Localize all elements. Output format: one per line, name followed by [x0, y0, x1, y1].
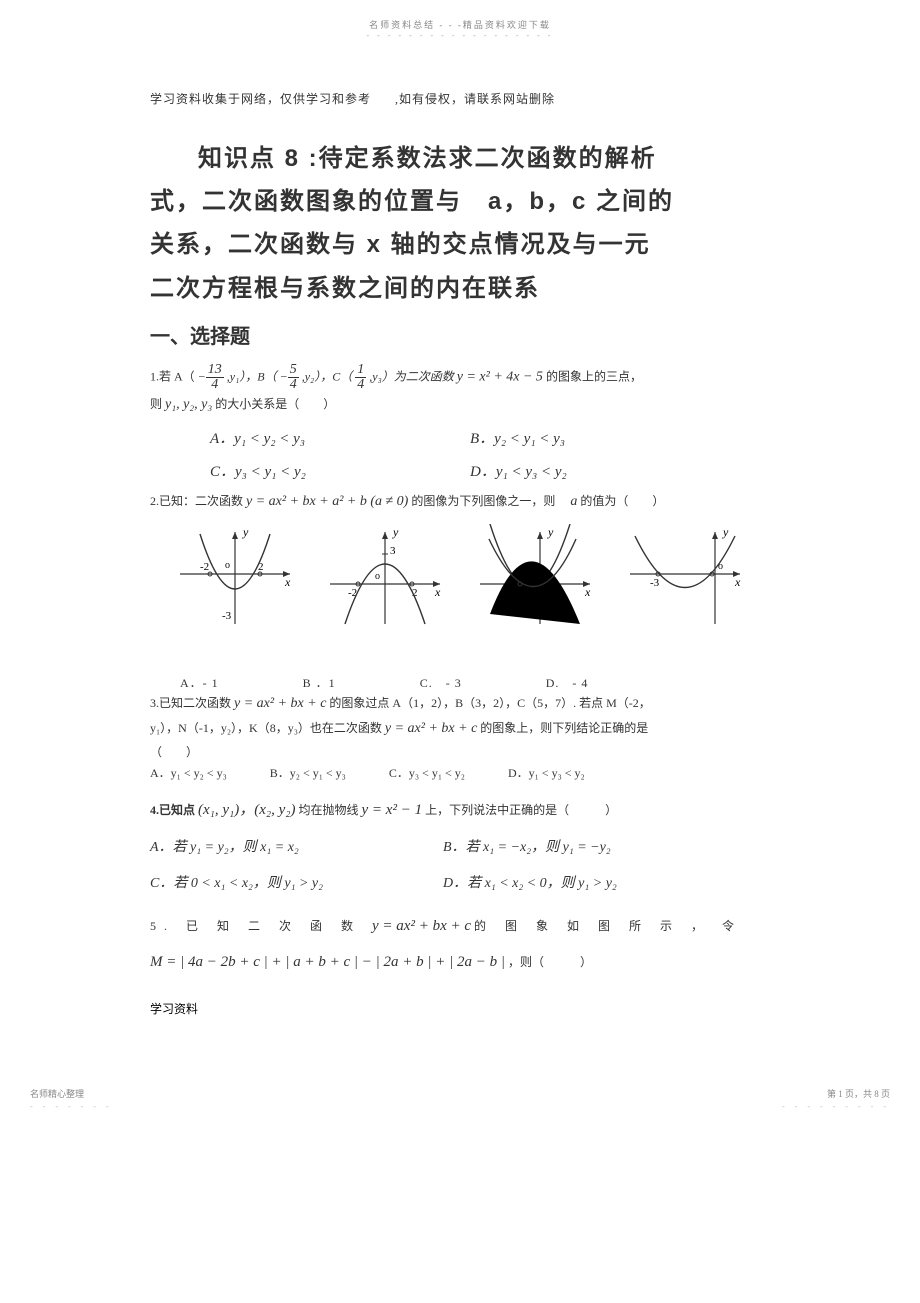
- q1-l2-mid: y₁, y₂, y₃: [165, 397, 212, 412]
- graph-4: y x o -3: [620, 524, 750, 634]
- svg-text:x: x: [584, 585, 591, 599]
- q1-options: A．y₁ < y₂ < y₃ B．y₂ < y₁ < y₃ C．y₃ < y₁ …: [210, 423, 770, 489]
- q4-optB: B．若 x₁ = −x₂，则 y₁ = −y₂: [443, 830, 611, 866]
- q1-l2-post: 的大小关系是（ ）: [215, 397, 335, 411]
- q4-optC: C．若 0 < x₁ < x₂，则 y₁ > y₂: [150, 866, 400, 902]
- graph-1: y x o -2 2 -3: [170, 524, 300, 634]
- svg-text:3: 3: [390, 545, 396, 557]
- q1-fracB-num: 5: [288, 363, 299, 378]
- svg-text:-2: -2: [200, 561, 209, 573]
- question-2: 2.已知：二次函数 y = ax² + bx + a² + b (a ≠ 0) …: [150, 489, 770, 514]
- svg-text:y: y: [242, 525, 249, 539]
- svg-text:y: y: [547, 525, 554, 539]
- bottom-bar: 名师精心整理 第 1 页，共 8 页: [30, 1087, 890, 1100]
- bottom-right-dots: - - - - - - - - -: [782, 1102, 890, 1111]
- q1-fracA-num: 13: [206, 363, 224, 378]
- footer-label: 学习资料: [150, 1000, 770, 1017]
- q1-prefix: 1.若 A（: [150, 369, 195, 383]
- q5-M: M = | 4a − 2b + c | + | a + b + c | − | …: [150, 954, 505, 970]
- q2-optA: A．- 1: [180, 674, 219, 691]
- q4-mid: 均在抛物线: [299, 803, 362, 817]
- svg-text:-3: -3: [650, 577, 660, 589]
- q2-optC: C. - 3: [420, 674, 462, 691]
- bottom-dots: - - - - - - - - - - - - - - - -: [30, 1102, 890, 1111]
- q1-suffix: 的图象上的三点，: [546, 369, 642, 383]
- graph-3: y x o -1: [470, 524, 600, 634]
- q3-m2: 的图象上，则下列结论正确的是: [480, 721, 648, 735]
- svg-text:x: x: [734, 575, 741, 589]
- q2-var: a: [570, 494, 577, 509]
- svg-text:o: o: [375, 571, 380, 582]
- question-4: 4.已知点 (x₁, y₁)，(x₂, y₂) 均在抛物线 y = x² − 1…: [150, 791, 770, 903]
- q2-mid: 的图像为下列图像之一，则: [411, 494, 567, 508]
- q1-optC: C．y₃ < y₁ < y₂: [210, 456, 470, 489]
- q1-fracA-den: 4: [206, 378, 224, 392]
- svg-text:y: y: [392, 525, 399, 539]
- q1-fracC-num: 1: [355, 363, 366, 378]
- q1-pC: ,y₃）为二次函数: [369, 369, 457, 383]
- q3-optC: C．y₃ < y₁ < y₂: [389, 763, 465, 785]
- q4-optD: D．若 x₁ < x₂ < 0，则 y₁ > y₂: [443, 866, 617, 902]
- title-l2: 式，二次函数图象的位置与 a，b，c 之间的: [150, 180, 770, 223]
- q5-mid: 的 图 象 如 图 所 示 ， 令: [474, 919, 742, 933]
- bottom-right: 第 1 页，共 8 页: [827, 1087, 890, 1100]
- svg-text:o: o: [225, 560, 230, 571]
- q3-optD: D．y₁ < y₃ < y₂: [508, 763, 585, 785]
- section-heading: 一、选择题: [150, 320, 770, 349]
- q4-pre: 4.已知点: [150, 803, 198, 817]
- q3-l2: y₁），N（-1，y₂），K（8，y₃）也在二次函数: [150, 721, 385, 735]
- svg-text:x: x: [284, 575, 291, 589]
- q2-options: A．- 1 B ．1 C. - 3 D. - 4: [180, 674, 770, 691]
- q4-func: y = x² − 1: [362, 802, 423, 818]
- q3-paren: （ ）: [150, 745, 198, 759]
- main-title: 知识点 8 :待定系数法求二次函数的解析 式，二次函数图象的位置与 a，b，c …: [150, 137, 770, 310]
- q1-optB: B．y₂ < y₁ < y₃: [470, 423, 730, 456]
- disclaimer-p2: ,如有侵权，请联系网站删除: [395, 92, 555, 106]
- doc-header: 名师资料总结 - - -精品资料欢迎下载: [0, 0, 920, 31]
- q5-func: y = ax² + bx + c: [372, 918, 471, 934]
- doc-header-dots: - - - - - - - - - - - - - - - - - -: [0, 31, 920, 40]
- question-3: 3.已知二次函数 y = ax² + bx + c 的图象过点 A（1，2），B…: [150, 691, 770, 785]
- q1-l2-pre: 则: [150, 397, 165, 411]
- q1-fracC-den: 4: [355, 378, 366, 392]
- q1-pB: ,y₂），C（: [302, 369, 353, 383]
- q4-suf: 上，下列说法中正确的是（ ）: [425, 803, 617, 817]
- q3-m1: 的图象过点 A（1，2），B（3，2），C（5，7）. 若点 M（-2，: [329, 696, 650, 710]
- q4-pts: (x₁, y₁)，(x₂, y₂): [198, 802, 295, 818]
- svg-text:y: y: [722, 525, 729, 539]
- bottom-left: 名师精心整理: [30, 1087, 84, 1100]
- q2-func: y = ax² + bx + a² + b (a ≠ 0): [246, 494, 408, 509]
- q4-optA: A．若 y₁ = y₂，则 x₁ = x₂: [150, 830, 400, 866]
- title-l4: 二次方程根与系数之间的内在联系: [150, 267, 770, 310]
- q2-graphs: y x o -2 2 -3 y x o -2 2 3: [170, 524, 750, 634]
- q1-pA: ,y₁），B（: [227, 369, 277, 383]
- title-l1: 知识点 8 :待定系数法求二次函数的解析: [198, 137, 770, 180]
- q5-suf: ，则（ ）: [508, 955, 592, 969]
- q5-pre: 5. 已 知 二 次 函 数: [150, 919, 372, 933]
- disclaimer: 学习资料收集于网络，仅供学习和参考 ,如有侵权，请联系网站删除: [150, 90, 770, 107]
- main-content: 学习资料收集于网络，仅供学习和参考 ,如有侵权，请联系网站删除 知识点 8 :待…: [150, 90, 770, 980]
- bottom-left-dots: - - - - - - -: [30, 1102, 113, 1111]
- q3-f2: y = ax² + bx + c: [385, 721, 477, 736]
- question-5: 5. 已 知 二 次 函 数 y = ax² + bx + c 的 图 象 如 …: [150, 908, 770, 980]
- q2-optB: B ．1: [303, 674, 336, 691]
- q1-fracB-den: 4: [288, 378, 299, 392]
- q2-pre: 2.已知：二次函数: [150, 494, 246, 508]
- graph-2: y x o -2 2 3: [320, 524, 450, 634]
- q3-optB: B．y₂ < y₁ < y₃: [270, 763, 346, 785]
- q1-optA: A．y₁ < y₂ < y₃: [210, 423, 470, 456]
- svg-text:-3: -3: [222, 610, 232, 622]
- q1-optD: D．y₁ < y₃ < y₂: [470, 456, 730, 489]
- q3-optA: A．y₁ < y₂ < y₃: [150, 763, 227, 785]
- q3-pre: 3.已知二次函数: [150, 696, 234, 710]
- disclaimer-p1: 学习资料收集于网络，仅供学习和参考: [150, 92, 371, 106]
- q3-f1: y = ax² + bx + c: [234, 696, 326, 711]
- q2-suf: 的值为（ ）: [580, 494, 664, 508]
- svg-text:x: x: [434, 585, 441, 599]
- q2-optD: D. - 4: [546, 674, 589, 691]
- q1-func: y = x² + 4x − 5: [457, 369, 543, 384]
- title-l3: 关系，二次函数与 x 轴的交点情况及与一元: [150, 223, 770, 266]
- question-1: 1.若 A（ −134 ,y₁），B（ −54 ,y₂），C（ 14 ,y₃）为…: [150, 363, 770, 417]
